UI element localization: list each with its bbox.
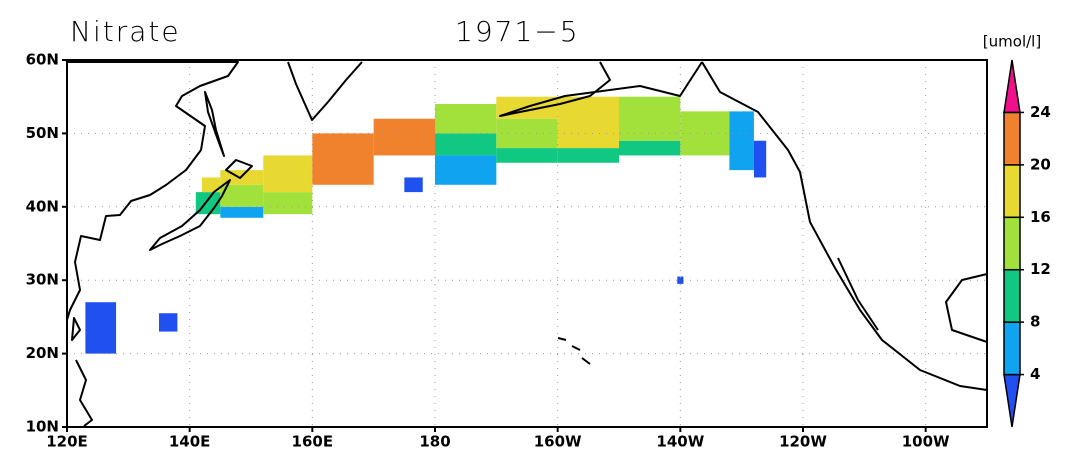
x-tick-label: 140W bbox=[656, 433, 704, 451]
nitrate-cell bbox=[159, 313, 178, 332]
nitrate-cell bbox=[85, 302, 117, 354]
hawaii bbox=[557, 337, 591, 365]
nitrate-cell bbox=[263, 155, 313, 193]
y-tick-label: 10N bbox=[26, 418, 59, 436]
colorbar-label: 20 bbox=[1030, 155, 1051, 173]
colorbar-label: 8 bbox=[1030, 313, 1040, 331]
x-tick-label: 120W bbox=[779, 433, 827, 451]
colorbar-label: 16 bbox=[1030, 208, 1051, 226]
central-america bbox=[945, 273, 988, 343]
nitrate-cell bbox=[201, 177, 221, 193]
nitrate-cell bbox=[729, 111, 754, 171]
nitrate-cell bbox=[557, 148, 619, 163]
colorbar-segment bbox=[1003, 111, 1021, 166]
nitrate-cell bbox=[619, 96, 681, 141]
nitrate-cell bbox=[263, 192, 313, 215]
nitrate-cell bbox=[677, 276, 684, 284]
colorbar-label: 12 bbox=[1030, 260, 1051, 278]
colorbar-unit: [umol/l] bbox=[983, 33, 1041, 51]
nitrate-cell bbox=[435, 133, 497, 156]
nitrate-cell bbox=[220, 206, 264, 218]
hokkaido bbox=[225, 159, 253, 179]
y-tick-label: 50N bbox=[26, 124, 59, 142]
x-tick-label: 100W bbox=[902, 433, 950, 451]
alaska bbox=[499, 61, 703, 117]
colorbar-segment bbox=[1003, 216, 1021, 271]
data-layer bbox=[85, 96, 767, 354]
nitrate-cell bbox=[220, 184, 264, 207]
nitrate-cell bbox=[373, 118, 435, 156]
y-tick-label: 40N bbox=[26, 197, 59, 215]
colorbar-label: 4 bbox=[1030, 365, 1040, 383]
kamchatka bbox=[287, 61, 363, 121]
nitrate-cell bbox=[619, 140, 681, 156]
colorbar-segment bbox=[1003, 164, 1021, 219]
y-tick-label: 30N bbox=[26, 271, 59, 289]
x-tick-label: 120E bbox=[46, 433, 88, 451]
taiwan bbox=[71, 317, 81, 341]
nitrate-cell bbox=[435, 104, 497, 134]
y-tick-label: 20N bbox=[26, 344, 59, 362]
nitrate-cell bbox=[404, 177, 423, 193]
north-america bbox=[701, 61, 988, 391]
colorbar-segment bbox=[1003, 268, 1021, 323]
coastlines bbox=[66, 61, 988, 427]
y-tick-label: 60N bbox=[26, 51, 59, 69]
title: Nitrate bbox=[70, 15, 181, 48]
map-frame bbox=[66, 59, 988, 428]
x-tick-label: 160W bbox=[534, 433, 582, 451]
sakhalin bbox=[204, 91, 225, 157]
colorbar-lower-triangle bbox=[1003, 373, 1021, 428]
nitrate-cell bbox=[435, 155, 497, 185]
nitrate-cell bbox=[557, 96, 619, 149]
nitrate-cell bbox=[496, 148, 558, 163]
baja bbox=[837, 257, 879, 331]
colorbar bbox=[1003, 59, 1024, 428]
colorbar-upper-triangle bbox=[1003, 59, 1021, 114]
colorbar-label: 24 bbox=[1030, 103, 1051, 121]
nitrate-cell bbox=[496, 118, 558, 149]
colorbar-segment bbox=[1003, 321, 1021, 376]
japan bbox=[149, 179, 231, 251]
x-tick-label: 140E bbox=[169, 433, 211, 451]
asia-coast bbox=[66, 61, 239, 321]
period: 1971−5 bbox=[455, 15, 580, 48]
x-tick-label: 180 bbox=[419, 433, 450, 451]
nitrate-cell bbox=[753, 140, 767, 178]
x-tick-label: 160E bbox=[292, 433, 334, 451]
nitrate-cell bbox=[312, 133, 374, 185]
philippines bbox=[75, 359, 93, 427]
